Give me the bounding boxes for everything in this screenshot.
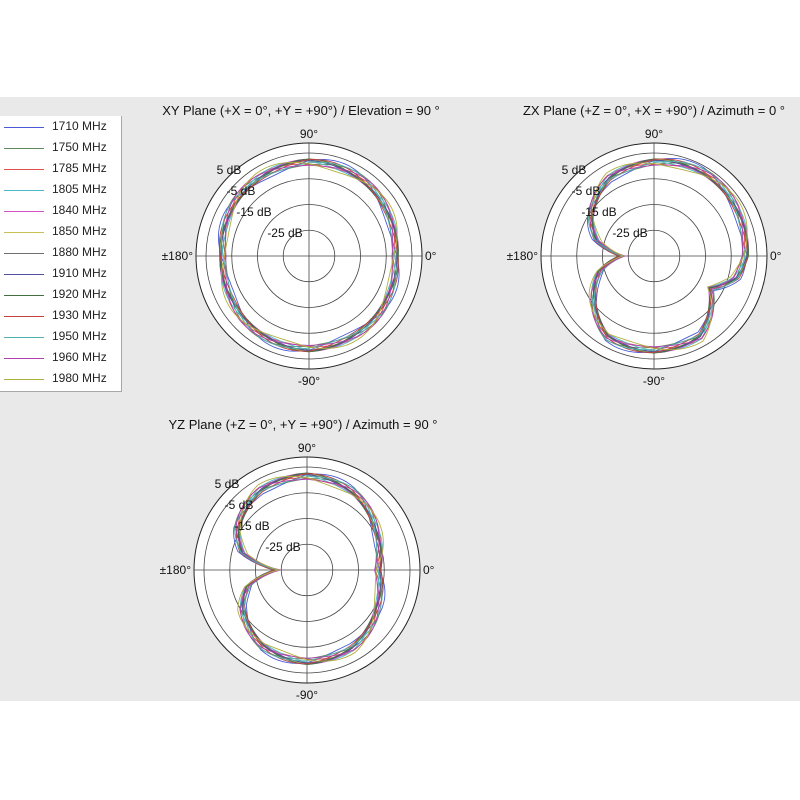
series-line bbox=[224, 164, 394, 346]
radial-label: -25 dB bbox=[267, 226, 302, 240]
plot-title: ZX Plane (+Z = 0°, +X = +90°) / Azimuth … bbox=[523, 103, 785, 118]
series-line bbox=[220, 161, 397, 349]
legend-item: 1950 MHz bbox=[0, 327, 122, 348]
legend-line-swatch bbox=[4, 274, 44, 275]
radial-label: -25 dB bbox=[265, 540, 300, 554]
legend-item: 1960 MHz bbox=[0, 348, 122, 369]
legend-item: 1850 MHz bbox=[0, 222, 122, 243]
series-line bbox=[219, 158, 399, 353]
angle-label-bottom: -90° bbox=[296, 688, 318, 702]
legend-label: 1880 MHz bbox=[52, 245, 107, 259]
radial-label: -25 dB bbox=[612, 226, 647, 240]
legend-label: 1750 MHz bbox=[52, 140, 107, 154]
series-line bbox=[589, 158, 749, 353]
legend-line-swatch bbox=[4, 169, 44, 170]
legend-label: 1840 MHz bbox=[52, 203, 107, 217]
radial-label: -15 dB bbox=[236, 205, 271, 219]
legend-line-swatch bbox=[4, 127, 44, 128]
legend-label: 1980 MHz bbox=[52, 371, 107, 385]
legend-label: 1785 MHz bbox=[52, 161, 107, 175]
angle-label-top: 90° bbox=[645, 127, 663, 141]
legend-item: 1920 MHz bbox=[0, 285, 122, 306]
radial-label: 5 dB bbox=[215, 477, 240, 491]
radial-label: -5 dB bbox=[572, 184, 601, 198]
legend-label: 1930 MHz bbox=[52, 308, 107, 322]
angle-label-left: ±180° bbox=[160, 563, 192, 577]
legend-item: 1910 MHz bbox=[0, 264, 122, 285]
legend-label: 1950 MHz bbox=[52, 329, 107, 343]
angle-label-right: 0° bbox=[425, 249, 437, 263]
angle-label-right: 0° bbox=[770, 249, 782, 263]
legend-label: 1805 MHz bbox=[52, 182, 107, 196]
radial-label: 5 dB bbox=[562, 163, 587, 177]
legend-label: 1850 MHz bbox=[52, 224, 107, 238]
legend-item: 1805 MHz bbox=[0, 180, 122, 201]
radial-label: 5 dB bbox=[217, 163, 242, 177]
legend-label: 1920 MHz bbox=[52, 287, 107, 301]
radial-label: -15 dB bbox=[234, 519, 269, 533]
legend-item: 1840 MHz bbox=[0, 201, 122, 222]
angle-label-bottom: -90° bbox=[298, 374, 320, 388]
legend-item: 1930 MHz bbox=[0, 306, 122, 327]
legend-line-swatch bbox=[4, 211, 44, 212]
radial-label: -5 dB bbox=[225, 498, 254, 512]
legend-label: 1910 MHz bbox=[52, 266, 107, 280]
legend-item: 1785 MHz bbox=[0, 159, 122, 180]
series-line bbox=[220, 161, 398, 349]
series-line bbox=[588, 162, 748, 351]
legend-item: 1880 MHz bbox=[0, 243, 122, 264]
angle-label-top: 90° bbox=[300, 127, 318, 141]
series-line bbox=[235, 473, 384, 665]
angle-label-right: 0° bbox=[423, 563, 435, 577]
angle-label-left: ±180° bbox=[507, 249, 539, 263]
legend: 1710 MHz 1750 MHz 1785 MHz 1805 MHz 1840 MHz… bbox=[0, 116, 122, 392]
angle-label-bottom: -90° bbox=[643, 374, 665, 388]
legend-line-swatch bbox=[4, 148, 44, 149]
legend-label: 1710 MHz bbox=[52, 119, 107, 133]
radial-label: -5 dB bbox=[227, 184, 256, 198]
series-line bbox=[237, 475, 384, 662]
plot-title: YZ Plane (+Z = 0°, +Y = +90°) / Azimuth … bbox=[168, 417, 437, 432]
legend-line-swatch bbox=[4, 232, 44, 233]
series-line bbox=[218, 159, 399, 352]
angle-label-top: 90° bbox=[298, 441, 316, 455]
legend-item: 1980 MHz bbox=[0, 369, 122, 390]
legend-line-swatch bbox=[4, 190, 44, 191]
series-line bbox=[589, 164, 744, 348]
legend-line-swatch bbox=[4, 316, 44, 317]
legend-line-swatch bbox=[4, 379, 44, 380]
legend-item: 1750 MHz bbox=[0, 138, 122, 159]
legend-line-swatch bbox=[4, 358, 44, 359]
legend-line-swatch bbox=[4, 295, 44, 296]
plot-title: XY Plane (+X = 0°, +Y = +90°) / Elevatio… bbox=[162, 103, 439, 118]
radial-label: -15 dB bbox=[581, 205, 616, 219]
legend-label: 1960 MHz bbox=[52, 350, 107, 364]
angle-label-left: ±180° bbox=[162, 249, 194, 263]
legend-item: 1710 MHz bbox=[0, 117, 122, 138]
legend-line-swatch bbox=[4, 253, 44, 254]
legend-line-swatch bbox=[4, 337, 44, 338]
